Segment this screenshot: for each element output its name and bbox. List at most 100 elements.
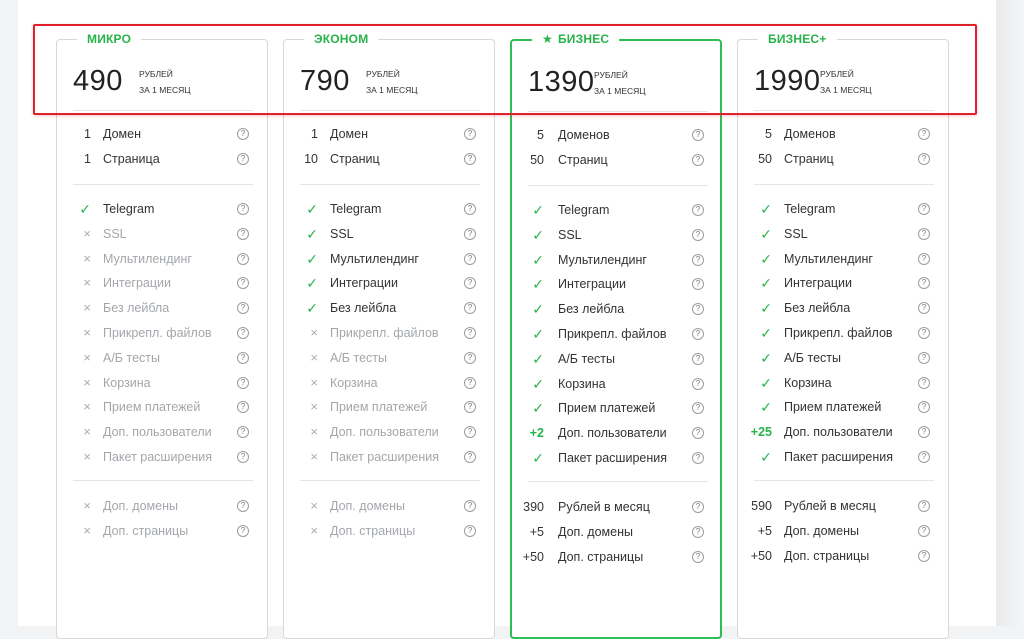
plan-card[interactable]: ★ БИЗНЕС 1390 РУБЛЕЙ ЗА 1 МЕСЯЦ 5 Доменов? 50 Ст… <box>510 31 722 639</box>
help-icon[interactable]: ? <box>692 550 704 563</box>
help-icon[interactable]: ? <box>692 129 704 141</box>
feature-row: × Прикрепл. файлов? <box>284 321 494 345</box>
price-value: 490 <box>73 65 123 97</box>
help-icon[interactable]: ? <box>464 277 476 290</box>
help-icon[interactable]: ? <box>237 277 249 290</box>
help-icon[interactable]: ? <box>464 401 476 414</box>
help-icon[interactable]: ? <box>918 203 930 215</box>
check-icon: ✓ <box>760 325 772 341</box>
price-currency: РУБЛЕЙ <box>594 70 628 80</box>
help-icon[interactable]: ? <box>237 451 249 463</box>
help-icon[interactable]: ? <box>918 376 930 389</box>
help-icon[interactable]: ? <box>464 153 476 165</box>
feature-row: × Доп. домены? <box>284 494 494 518</box>
help-icon[interactable]: ? <box>237 252 249 265</box>
feature-label: Интеграции <box>330 276 399 291</box>
help-icon[interactable]: ? <box>692 501 704 513</box>
help-icon[interactable]: ? <box>237 128 249 140</box>
help-icon[interactable]: ? <box>692 253 704 266</box>
help-icon[interactable]: ? <box>692 328 704 340</box>
help-icon[interactable]: ? <box>237 376 249 389</box>
help-icon[interactable]: ? <box>237 524 249 537</box>
help-icon[interactable]: ? <box>692 525 704 538</box>
help-icon[interactable]: ? <box>918 524 930 537</box>
feature-row: × Прием платежей? <box>57 395 267 419</box>
help-icon[interactable]: ? <box>237 500 249 512</box>
feature-label: Без лейбла <box>784 301 851 316</box>
feature-label: А/Б тесты <box>784 350 841 365</box>
check-icon: ✓ <box>306 300 318 317</box>
help-icon[interactable]: ? <box>918 128 930 140</box>
help-icon[interactable]: ? <box>918 401 930 414</box>
help-icon[interactable]: ? <box>237 327 249 339</box>
help-icon[interactable]: ? <box>464 327 476 339</box>
feature-label: Прикрепл. файлов <box>330 326 439 340</box>
feature-row: × А/Б тесты? <box>57 346 267 370</box>
feature-label: SSL <box>330 226 354 241</box>
help-icon[interactable]: ? <box>918 351 930 364</box>
help-icon[interactable]: ? <box>918 153 930 165</box>
feature-label: Прием платежей <box>558 401 656 416</box>
page-edge <box>996 0 1024 626</box>
plan-name-text: МИКРО <box>87 32 132 46</box>
extra-value: +50 <box>522 549 544 564</box>
help-icon[interactable]: ? <box>918 302 930 315</box>
price-currency: РУБЛЕЙ <box>820 69 854 79</box>
plan-card[interactable]: ЭКОНОМ 790 РУБЛЕЙ ЗА 1 МЕСЯЦ 1 Домен? 10 Страни… <box>283 31 495 639</box>
feature-label: Доп. пользователи <box>558 426 667 441</box>
feature-label: Мультилендинг <box>330 251 419 266</box>
cross-icon: × <box>83 399 91 415</box>
help-icon[interactable]: ? <box>918 451 930 463</box>
help-icon[interactable]: ? <box>692 427 704 440</box>
help-icon[interactable]: ? <box>464 451 476 463</box>
help-icon[interactable]: ? <box>464 203 476 215</box>
check-icon: ✓ <box>532 202 544 218</box>
help-icon[interactable]: ? <box>918 549 930 562</box>
divider <box>528 111 708 112</box>
feature-label: Мультилендинг <box>103 251 192 266</box>
help-icon[interactable]: ? <box>464 376 476 389</box>
help-icon[interactable]: ? <box>692 452 704 464</box>
cross-icon: × <box>310 399 318 415</box>
help-icon[interactable]: ? <box>464 252 476 265</box>
help-icon[interactable]: ? <box>692 377 704 390</box>
help-icon[interactable]: ? <box>692 402 704 415</box>
plan-card[interactable]: МИКРО 490 РУБЛЕЙ ЗА 1 МЕСЯЦ 1 Домен? 1 Страница… <box>56 31 268 639</box>
help-icon[interactable]: ? <box>464 302 476 315</box>
feature-row: ✓ Без лейбла? <box>512 297 720 321</box>
price-period: ЗА 1 МЕСЯЦ <box>820 85 872 95</box>
help-icon[interactable]: ? <box>237 426 249 439</box>
help-icon[interactable]: ? <box>918 227 930 240</box>
divider <box>300 110 480 111</box>
help-icon[interactable]: ? <box>237 302 249 315</box>
check-icon: ✓ <box>306 201 318 217</box>
help-icon[interactable]: ? <box>237 203 249 215</box>
help-icon[interactable]: ? <box>692 228 704 241</box>
help-icon[interactable]: ? <box>692 204 704 216</box>
help-icon[interactable]: ? <box>464 426 476 439</box>
help-icon[interactable]: ? <box>692 154 704 166</box>
feature-row: 50 Страниц? <box>512 148 720 172</box>
help-icon[interactable]: ? <box>692 278 704 291</box>
help-icon[interactable]: ? <box>464 524 476 537</box>
help-icon[interactable]: ? <box>918 252 930 265</box>
help-icon[interactable]: ? <box>918 500 930 512</box>
feature-label: Страница <box>103 152 160 166</box>
help-icon[interactable]: ? <box>692 303 704 316</box>
help-icon[interactable]: ? <box>237 227 249 240</box>
help-icon[interactable]: ? <box>237 401 249 414</box>
help-icon[interactable]: ? <box>464 128 476 140</box>
feature-label: SSL <box>784 226 808 241</box>
feature-label: Прием платежей <box>103 400 201 415</box>
help-icon[interactable]: ? <box>918 426 930 439</box>
help-icon[interactable]: ? <box>692 352 704 365</box>
help-icon[interactable]: ? <box>237 153 249 165</box>
help-icon[interactable]: ? <box>237 351 249 364</box>
help-icon[interactable]: ? <box>464 227 476 240</box>
help-icon[interactable]: ? <box>464 500 476 512</box>
help-icon[interactable]: ? <box>918 277 930 290</box>
help-icon[interactable]: ? <box>464 351 476 364</box>
feature-label: Прикрепл. файлов <box>784 326 893 340</box>
help-icon[interactable]: ? <box>918 327 930 339</box>
plan-card[interactable]: БИЗНЕС+ 1990 РУБЛЕЙ ЗА 1 МЕСЯЦ 5 Доменов? 50 Ст… <box>737 31 949 639</box>
